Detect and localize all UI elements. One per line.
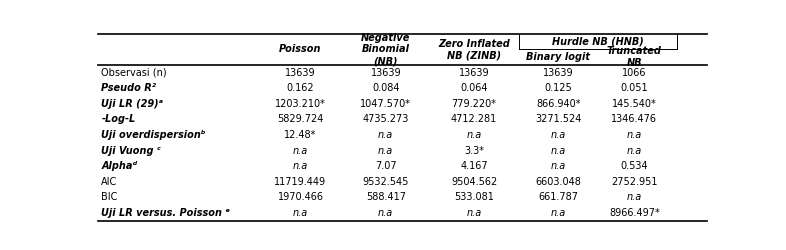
- Text: 4735.273: 4735.273: [362, 114, 409, 124]
- Text: n.a: n.a: [550, 161, 566, 171]
- Text: 9504.562: 9504.562: [451, 177, 498, 187]
- Text: Observasi (n): Observasi (n): [101, 68, 167, 78]
- Text: n.a: n.a: [293, 208, 308, 218]
- Text: n.a: n.a: [378, 208, 394, 218]
- Text: 588.417: 588.417: [365, 192, 406, 202]
- Text: n.a: n.a: [466, 130, 482, 140]
- Text: n.a: n.a: [378, 146, 394, 156]
- Text: 13639: 13639: [459, 68, 490, 78]
- Text: Zero Inflated
NB (ZINB): Zero Inflated NB (ZINB): [439, 38, 510, 60]
- Text: Uji LR versus. Poisson ᵉ: Uji LR versus. Poisson ᵉ: [101, 208, 230, 218]
- Text: 1047.570*: 1047.570*: [360, 99, 411, 109]
- Text: n.a: n.a: [293, 146, 308, 156]
- Text: 0.125: 0.125: [544, 83, 572, 93]
- Text: 12.48*: 12.48*: [285, 130, 317, 140]
- Text: Uji Vuong ᶜ: Uji Vuong ᶜ: [101, 146, 161, 156]
- Text: n.a: n.a: [550, 130, 566, 140]
- Text: n.a: n.a: [626, 130, 642, 140]
- Text: Uji overdispersionᵇ: Uji overdispersionᵇ: [101, 130, 206, 140]
- Text: Hurdle NB (HNB): Hurdle NB (HNB): [552, 37, 644, 47]
- Text: 5829.724: 5829.724: [277, 114, 324, 124]
- Text: Negative
Binomial
(NB): Negative Binomial (NB): [361, 33, 410, 66]
- Text: 3271.524: 3271.524: [535, 114, 582, 124]
- Text: Alphaᵈ: Alphaᵈ: [101, 161, 138, 171]
- Text: Binary logit: Binary logit: [526, 52, 590, 62]
- Text: n.a: n.a: [626, 146, 642, 156]
- Text: 1346.476: 1346.476: [612, 114, 657, 124]
- Text: n.a: n.a: [626, 192, 642, 202]
- Text: n.a: n.a: [293, 161, 308, 171]
- Text: 2752.951: 2752.951: [611, 177, 658, 187]
- Text: 1203.210*: 1203.210*: [275, 99, 326, 109]
- Text: AIC: AIC: [101, 177, 118, 187]
- Text: 779.220*: 779.220*: [452, 99, 497, 109]
- Text: 11719.449: 11719.449: [274, 177, 326, 187]
- Text: 3.3*: 3.3*: [464, 146, 484, 156]
- Text: 4.167: 4.167: [461, 161, 488, 171]
- Text: Poisson: Poisson: [279, 44, 321, 54]
- Text: 0.162: 0.162: [287, 83, 314, 93]
- Text: 4712.281: 4712.281: [451, 114, 498, 124]
- Text: n.a: n.a: [550, 146, 566, 156]
- Text: -Log-L: -Log-L: [101, 114, 135, 124]
- Text: 1066: 1066: [622, 68, 647, 78]
- Text: 13639: 13639: [370, 68, 401, 78]
- Text: 13639: 13639: [285, 68, 316, 78]
- Text: n.a: n.a: [550, 208, 566, 218]
- Text: Truncated
NB: Truncated NB: [607, 46, 662, 68]
- Text: 13639: 13639: [543, 68, 574, 78]
- Text: 0.051: 0.051: [620, 83, 648, 93]
- Text: n.a: n.a: [466, 208, 482, 218]
- Text: 0.084: 0.084: [372, 83, 399, 93]
- Text: Uji LR (29)ᵃ: Uji LR (29)ᵃ: [101, 99, 163, 109]
- Text: BIC: BIC: [101, 192, 118, 202]
- Text: 1970.466: 1970.466: [277, 192, 324, 202]
- Text: 9532.545: 9532.545: [362, 177, 409, 187]
- Text: 0.064: 0.064: [461, 83, 488, 93]
- Text: 145.540*: 145.540*: [612, 99, 656, 109]
- Text: 7.07: 7.07: [375, 161, 397, 171]
- Text: 0.534: 0.534: [620, 161, 648, 171]
- Text: 8966.497*: 8966.497*: [609, 208, 659, 218]
- Text: 866.940*: 866.940*: [536, 99, 580, 109]
- Text: 6603.048: 6603.048: [535, 177, 581, 187]
- Text: n.a: n.a: [378, 130, 394, 140]
- Text: Pseudo R²: Pseudo R²: [101, 83, 156, 93]
- Text: 661.787: 661.787: [538, 192, 578, 202]
- Text: 533.081: 533.081: [454, 192, 494, 202]
